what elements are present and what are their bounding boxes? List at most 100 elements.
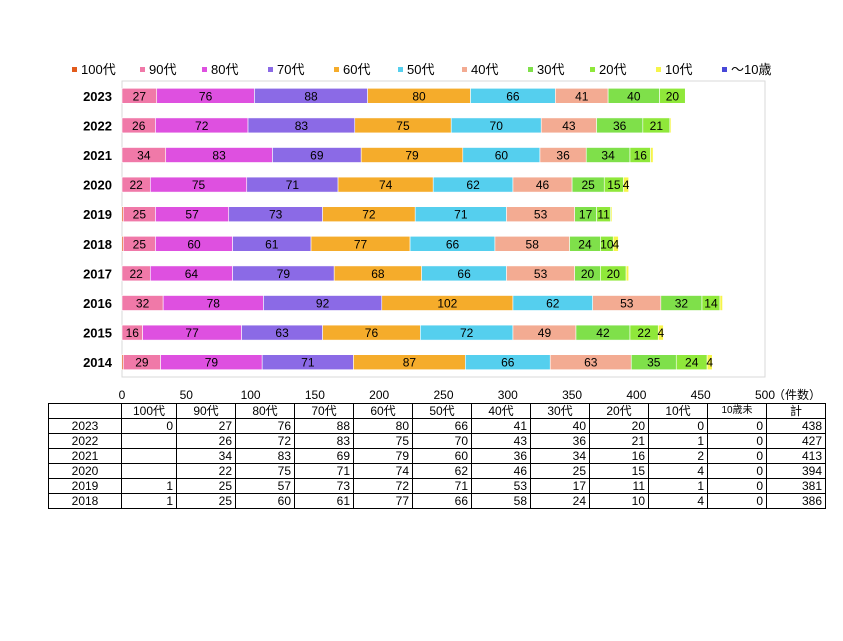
table-header: 10歳未 — [707, 403, 767, 419]
data-label: 10 — [600, 237, 614, 251]
legend-item: 60代 — [334, 61, 370, 79]
legend-swatch — [398, 67, 403, 73]
bar-segment — [669, 117, 672, 134]
bar-segment — [623, 176, 629, 193]
table-cell: 0 — [707, 418, 767, 434]
table-cell: 41 — [471, 418, 531, 434]
table-cell: 25 — [530, 463, 590, 479]
data-label: 57 — [185, 208, 199, 222]
table-header: 30代 — [530, 403, 590, 419]
bar-segment — [657, 324, 664, 341]
table-cell: 61 — [294, 493, 354, 509]
table-cell: 70 — [412, 433, 472, 449]
data-label: 42 — [596, 326, 610, 340]
table-header: 計 — [766, 403, 826, 419]
data-label: 53 — [534, 208, 548, 222]
table-row: 2023 0 27 76 88 80 66 41 40 20 0 0 438 — [48, 418, 826, 434]
data-label: 53 — [620, 297, 634, 311]
data-label: 34 — [137, 149, 151, 163]
legend-swatch — [656, 67, 661, 73]
x-tick-label: 450 — [691, 388, 711, 400]
legend-label: 50代 — [407, 62, 435, 77]
legend-item: 100代 — [72, 61, 116, 79]
data-label: 17 — [579, 208, 593, 222]
data-label: 66 — [506, 89, 520, 103]
x-tick-label: 350 — [562, 388, 582, 400]
table-cell: 0 — [121, 418, 177, 434]
table-cell: 2 — [648, 448, 708, 464]
data-label: 60 — [495, 149, 509, 163]
table-cell: 40 — [530, 418, 590, 434]
data-label: 74 — [379, 178, 393, 192]
category-label: 2021 — [83, 148, 112, 163]
data-label: 76 — [365, 326, 379, 340]
data-label: 62 — [466, 178, 480, 192]
table-cell: 16 — [589, 448, 649, 464]
legend-swatch — [590, 67, 595, 73]
data-label: 36 — [613, 119, 627, 133]
table-cell: 21 — [589, 433, 649, 449]
table-row: 2022 26 72 83 75 70 43 36 21 1 0 427 — [48, 433, 826, 449]
data-label: 68 — [371, 267, 385, 281]
table-cell: 26 — [176, 433, 236, 449]
legend-item: 20代 — [590, 61, 626, 79]
data-label: 88 — [304, 89, 318, 103]
legend-swatch — [334, 67, 339, 73]
table-cell: 2020 — [48, 463, 122, 479]
table-header: 70代 — [294, 403, 354, 419]
legend-swatch — [268, 67, 273, 73]
legend-item: 50代 — [398, 61, 434, 79]
legend-item: 90代 — [140, 61, 176, 79]
table-cell: 79 — [353, 448, 413, 464]
table-cell: 75 — [235, 463, 295, 479]
table-row: 2020 22 75 71 74 62 46 25 15 4 0 394 — [48, 463, 826, 479]
table-header: 10代 — [648, 403, 708, 419]
data-label: 102 — [437, 297, 457, 311]
legend-swatch — [202, 67, 207, 73]
data-label: 63 — [275, 326, 289, 340]
legend-label: 40代 — [471, 62, 499, 77]
data-label: 25 — [133, 237, 147, 251]
legend-swatch — [722, 67, 727, 73]
x-tick-label: 300 — [498, 388, 518, 400]
category-label: 2018 — [83, 237, 112, 252]
data-label: 29 — [135, 356, 149, 370]
data-label: 75 — [396, 119, 410, 133]
table-cell: 0 — [707, 493, 767, 509]
legend-label: 10代 — [665, 62, 693, 77]
data-label: 53 — [534, 267, 548, 281]
table-cell: 27 — [176, 418, 236, 434]
data-label: 66 — [457, 267, 471, 281]
table-cell — [121, 448, 177, 464]
legend-swatch — [72, 67, 77, 73]
data-label: 58 — [526, 237, 540, 251]
plot-area — [121, 80, 766, 378]
table-cell: 386 — [766, 493, 826, 509]
data-label: 79 — [205, 356, 219, 370]
data-label: 36 — [556, 149, 570, 163]
data-label: 92 — [316, 297, 330, 311]
table-header: 80代 — [235, 403, 295, 419]
data-label: 80 — [412, 89, 426, 103]
legend-swatch — [462, 67, 467, 73]
table-cell: 69 — [294, 448, 354, 464]
legend-item: ～10歳 — [722, 61, 771, 79]
x-tick-label: 200 — [369, 388, 389, 400]
table-cell: 0 — [707, 463, 767, 479]
legend-item: 40代 — [462, 61, 498, 79]
data-label: 24 — [578, 237, 592, 251]
category-label: 2020 — [83, 178, 112, 193]
table-cell: 80 — [353, 418, 413, 434]
data-label: 16 — [634, 149, 648, 163]
data-label: 40 — [627, 89, 641, 103]
table-cell: 46 — [471, 463, 531, 479]
x-tick-label: 50 — [180, 388, 194, 400]
table-cell: 34 — [176, 448, 236, 464]
bar-segment — [625, 265, 629, 282]
data-label: 64 — [185, 267, 199, 281]
legend-swatch — [528, 67, 533, 73]
data-label: 66 — [446, 237, 460, 251]
table-cell: 83 — [235, 448, 295, 464]
table-cell: 71 — [294, 463, 354, 479]
